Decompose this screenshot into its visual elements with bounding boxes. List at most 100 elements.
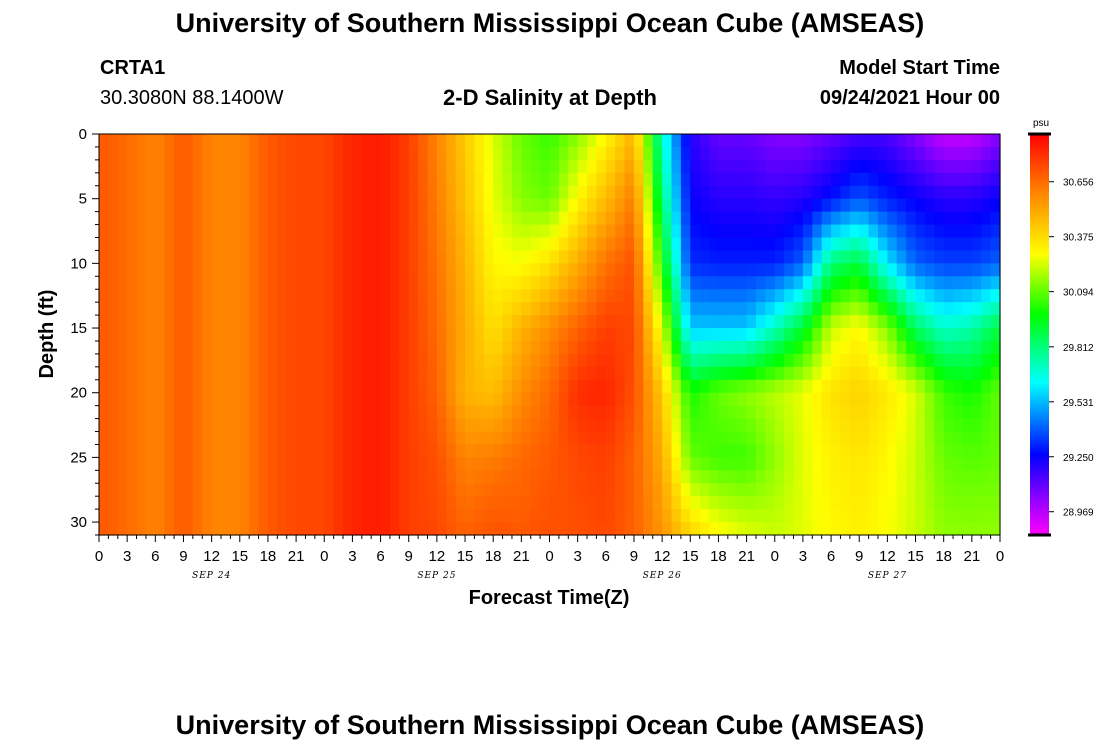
- heatmap-cell: [887, 159, 898, 174]
- heatmap-cell: [530, 276, 541, 290]
- heatmap-cell: [511, 470, 522, 484]
- heatmap-cell: [831, 353, 842, 368]
- heatmap-cell: [615, 470, 626, 484]
- heatmap-cell: [314, 134, 325, 148]
- heatmap-cell: [343, 198, 354, 213]
- heatmap-cell: [859, 522, 870, 536]
- heatmap-cell: [840, 185, 851, 200]
- heatmap-cell: [239, 483, 250, 497]
- heatmap-cell: [784, 328, 795, 342]
- heatmap-cell: [465, 366, 476, 381]
- heatmap-cell: [493, 276, 504, 290]
- heatmap-cell: [221, 198, 231, 213]
- heatmap-cell: [840, 353, 851, 368]
- heatmap-cell: [812, 470, 823, 484]
- heatmap-cell: [793, 328, 804, 342]
- heatmap-cell: [906, 405, 917, 420]
- heatmap-cell: [136, 483, 147, 497]
- heatmap-cell: [502, 470, 513, 484]
- heatmap-cell: [192, 185, 203, 200]
- heatmap-cell: [831, 457, 842, 471]
- heatmap-cell: [671, 302, 682, 316]
- heatmap-cell: [643, 172, 654, 187]
- heatmap-cell: [849, 237, 860, 252]
- heatmap-cell: [258, 172, 269, 187]
- heatmap-cell: [934, 522, 945, 536]
- heatmap-cell: [511, 211, 522, 226]
- heatmap-cell: [211, 431, 222, 446]
- heatmap-cell: [389, 457, 400, 471]
- heatmap-cell: [568, 522, 579, 536]
- heatmap-cell: [352, 237, 363, 252]
- heatmap-cell: [755, 146, 766, 161]
- heatmap-cell: [221, 366, 231, 381]
- heatmap-cell: [680, 418, 691, 433]
- heatmap-cell: [211, 522, 222, 536]
- heatmap-cell: [802, 483, 813, 497]
- heatmap-cell: [849, 211, 860, 226]
- heatmap-cell: [145, 185, 156, 200]
- heatmap-cell: [737, 340, 748, 355]
- heatmap-cell: [164, 340, 175, 355]
- heatmap-cell: [587, 509, 598, 523]
- heatmap-cell: [502, 263, 513, 277]
- heatmap-cell: [727, 159, 738, 174]
- heatmap-cell: [314, 263, 325, 277]
- heatmap-cell: [624, 431, 635, 446]
- heatmap-cell: [530, 263, 541, 277]
- heatmap-cell: [971, 263, 982, 277]
- heatmap-cell: [127, 237, 138, 252]
- heatmap-cell: [971, 522, 982, 536]
- heatmap-cell: [380, 224, 391, 239]
- heatmap-cell: [164, 483, 175, 497]
- heatmap-cell: [267, 146, 278, 161]
- heatmap-cell: [877, 431, 888, 446]
- heatmap-cell: [371, 315, 382, 329]
- heatmap-cell: [108, 405, 119, 420]
- heatmap-cell: [314, 431, 325, 446]
- heatmap-cell: [587, 159, 598, 174]
- heatmap-cell: [389, 483, 400, 497]
- heatmap-cell: [127, 198, 138, 213]
- heatmap-cell: [971, 198, 982, 213]
- heatmap-cell: [671, 496, 682, 510]
- heatmap-cell: [680, 250, 691, 264]
- heatmap-cell: [849, 431, 860, 446]
- heatmap-cell: [361, 198, 372, 213]
- heatmap-cell: [568, 340, 579, 355]
- heatmap-cell: [643, 159, 654, 174]
- heatmap-cell: [530, 457, 541, 471]
- heatmap-cell: [221, 483, 231, 497]
- heatmap-cell: [793, 159, 804, 174]
- heatmap-cell: [408, 483, 419, 497]
- heatmap-cell: [765, 224, 776, 239]
- heatmap-cell: [474, 172, 485, 187]
- heatmap-cell: [511, 457, 522, 471]
- heatmap-cell: [868, 224, 879, 239]
- heatmap-cell: [343, 353, 354, 368]
- heatmap-cell: [305, 483, 316, 497]
- heatmap-cell: [230, 418, 241, 433]
- heatmap-cell: [361, 496, 372, 510]
- heatmap-cell: [953, 418, 964, 433]
- heatmap-cell: [249, 353, 260, 368]
- heatmap-cell: [558, 379, 569, 394]
- heatmap-cell: [971, 185, 982, 200]
- heatmap-cell: [239, 353, 250, 368]
- heatmap-cell: [174, 340, 185, 355]
- heatmap-cell: [680, 353, 691, 368]
- heatmap-cell: [239, 237, 250, 252]
- heatmap-cell: [296, 366, 307, 381]
- heatmap-cell: [352, 470, 363, 484]
- heatmap-cell: [211, 237, 222, 252]
- heatmap-cell: [192, 470, 203, 484]
- heatmap-cell: [868, 276, 879, 290]
- heatmap-cell: [427, 431, 438, 446]
- heatmap-cell: [99, 224, 109, 239]
- heatmap-cell: [164, 146, 175, 161]
- heatmap-cell: [502, 328, 513, 342]
- heatmap-cell: [108, 224, 119, 239]
- heatmap-cell: [887, 289, 898, 303]
- heatmap-cell: [540, 237, 551, 252]
- heatmap-cell: [211, 315, 222, 329]
